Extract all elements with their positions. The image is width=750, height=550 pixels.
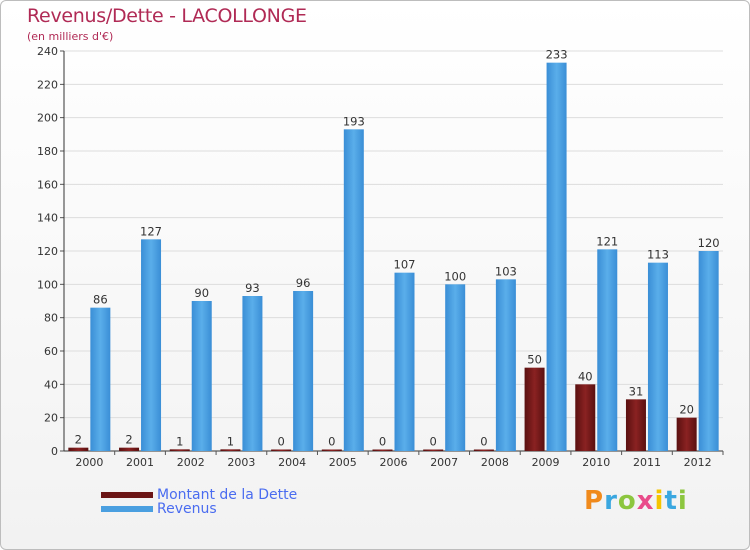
y-tick-label: 200: [37, 112, 58, 125]
bar-dette: [220, 449, 241, 451]
bar-revenus: [191, 301, 212, 451]
data-label-revenus: 233: [546, 48, 568, 62]
bar-dette: [676, 417, 697, 451]
y-tick-label: 80: [44, 312, 58, 325]
y-tick-label: 40: [44, 378, 58, 391]
bar-dette: [68, 447, 89, 451]
bar-dette: [169, 449, 190, 451]
y-tick-label: 0: [51, 445, 58, 458]
x-tick-label: 2004: [278, 456, 306, 469]
x-tick-label: 2002: [177, 456, 205, 469]
y-tick-label: 240: [37, 45, 58, 58]
data-label-revenus: 103: [495, 264, 517, 278]
data-label-revenus: 127: [140, 224, 162, 238]
bar-revenus: [343, 129, 364, 452]
data-label-dette: 1: [227, 434, 234, 448]
y-tick-label: 60: [44, 345, 58, 358]
proxiti-logo: Proxiti: [584, 486, 688, 516]
data-label-revenus: 96: [296, 276, 311, 290]
x-tick-label: 2000: [75, 456, 103, 469]
y-tick-label: 160: [37, 178, 58, 191]
bar-revenus: [597, 249, 618, 451]
x-tick-label: 2012: [684, 456, 712, 469]
chart-subtitle: (en milliers d'€): [27, 30, 114, 43]
bar-revenus: [647, 262, 668, 451]
data-label-revenus: 100: [444, 269, 466, 283]
bar-revenus: [141, 239, 162, 451]
bar-dette: [473, 449, 494, 451]
bar-dette: [575, 384, 596, 451]
logo-letter: P: [584, 486, 605, 516]
data-label-revenus: 121: [596, 234, 618, 248]
y-tick-label: 220: [37, 78, 58, 91]
data-label-dette: 50: [527, 353, 542, 367]
x-tick-label: 2001: [126, 456, 154, 469]
bar-revenus: [394, 272, 415, 451]
legend-label-revenus: Revenus: [157, 501, 217, 517]
bar-dette: [372, 449, 393, 451]
chart-title: Revenus/Dette - LACOLLONGE: [27, 5, 307, 27]
legend-swatch-dette: [101, 492, 153, 498]
logo-letter: t: [664, 486, 678, 516]
data-label-dette: 0: [328, 435, 335, 449]
data-label-dette: 31: [629, 384, 644, 398]
logo-letter: o: [617, 486, 637, 516]
data-label-revenus: 120: [698, 236, 720, 250]
legend-item-dette: Montant de la Dette: [101, 487, 297, 503]
x-tick-label: 2008: [481, 456, 509, 469]
x-tick-label: 2006: [380, 456, 408, 469]
bar-dette: [423, 449, 444, 451]
y-tick-label: 180: [37, 145, 58, 158]
bar-revenus: [445, 284, 466, 451]
data-label-dette: 1: [176, 434, 183, 448]
logo-letter: x: [636, 486, 655, 516]
y-tick-label: 20: [44, 412, 58, 425]
x-tick-label: 2011: [633, 456, 661, 469]
y-tick-label: 140: [37, 212, 58, 225]
logo-letter: r: [604, 486, 618, 516]
data-label-revenus: 193: [343, 114, 365, 128]
data-label-revenus: 90: [194, 286, 209, 300]
bar-revenus: [242, 296, 263, 451]
data-label-revenus: 86: [93, 293, 108, 307]
data-label-dette: 0: [430, 435, 437, 449]
legend-item-revenus: Revenus: [101, 501, 217, 517]
data-label-dette: 2: [125, 433, 132, 447]
x-tick-label: 2009: [532, 456, 560, 469]
y-tick-label: 100: [37, 278, 58, 291]
y-tick-label: 120: [37, 245, 58, 258]
bar-dette: [271, 449, 292, 451]
bar-revenus: [90, 307, 111, 451]
legend-swatch-revenus: [101, 506, 153, 512]
x-tick-label: 2005: [329, 456, 357, 469]
data-label-revenus: 93: [245, 281, 260, 295]
bar-revenus: [546, 62, 567, 452]
bar-dette: [524, 367, 545, 451]
data-label-revenus: 107: [394, 258, 416, 272]
logo-letter: i: [677, 486, 688, 516]
data-label-dette: 40: [578, 369, 593, 383]
data-label-dette: 0: [480, 435, 487, 449]
bar-dette: [119, 447, 140, 451]
bar-dette: [625, 399, 646, 451]
bar-revenus: [293, 291, 314, 451]
data-label-dette: 0: [379, 435, 386, 449]
data-label-dette: 20: [679, 403, 694, 417]
legend-label-dette: Montant de la Dette: [157, 487, 298, 503]
data-label-dette: 2: [75, 433, 82, 447]
bar-revenus: [495, 279, 516, 451]
x-tick-label: 2003: [227, 456, 255, 469]
x-tick-label: 2010: [582, 456, 610, 469]
bar-dette: [321, 449, 342, 451]
x-tick-label: 2007: [430, 456, 458, 469]
bar-revenus: [698, 251, 719, 451]
data-label-dette: 0: [277, 435, 284, 449]
data-label-revenus: 113: [647, 248, 669, 262]
logo-letter: i: [654, 486, 665, 516]
